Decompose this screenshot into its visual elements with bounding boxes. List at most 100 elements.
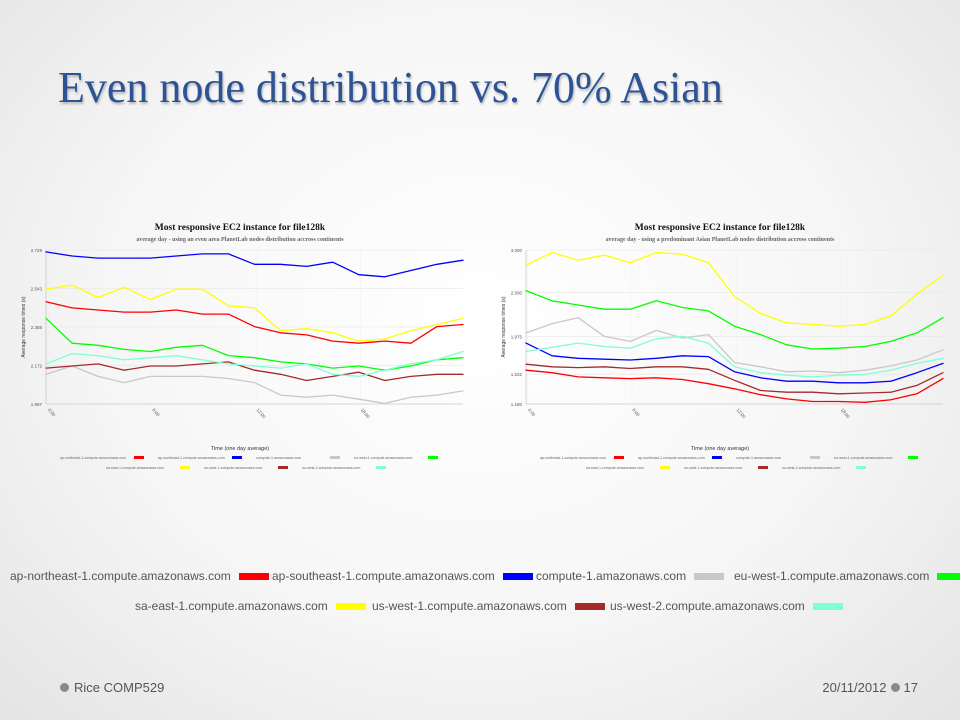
chart-even-distribution: Most responsive EC2 instance for file128…	[16, 218, 464, 478]
legend-label: ap-northeast-1.compute.amazonaws.com	[10, 569, 231, 583]
small-legend-swatch	[376, 466, 386, 469]
small-legend-label: compute-1.amazonaws.com	[256, 456, 301, 460]
footer-course: Rice COMP529	[74, 680, 165, 695]
series-line-3	[45, 317, 464, 371]
y-tick-label: 2.500	[511, 290, 523, 295]
small-legend-label: us-west-2.compute.amazonaws.com	[302, 466, 360, 470]
y-tick-label: 1.180	[511, 402, 523, 407]
small-legend-label: compute-1.amazonaws.com	[736, 456, 781, 460]
series-line-3	[525, 289, 944, 350]
chart-subtitle: average day - using an even area PlanetL…	[136, 237, 344, 243]
small-legend-swatch	[180, 466, 190, 469]
small-legend-swatch	[614, 456, 624, 459]
legend-item-ap-southeast-1: ap-southeast-1.compute.amazonaws.com	[272, 569, 533, 583]
small-legend-swatch	[810, 456, 820, 459]
footer-left: Rice COMP529	[60, 680, 164, 695]
y-tick-label: 2.543	[31, 287, 43, 292]
x-tick-label: 18:00	[840, 407, 851, 419]
series-line-4	[525, 251, 944, 327]
small-legend-swatch	[428, 456, 438, 459]
legend-swatch	[812, 602, 843, 610]
footer-bullet-icon	[890, 683, 900, 692]
y-tick-label: 2.172	[31, 364, 43, 369]
series-line-2	[45, 365, 464, 405]
x-axis-label: Time (one day average)	[211, 446, 269, 452]
footer-right: 20/11/2012 17	[822, 680, 918, 695]
legend-label: sa-east-1.compute.amazonaws.com	[135, 599, 328, 613]
small-legend-label: eu-west-1.compute.amazonaws.com	[834, 456, 893, 460]
legend-swatch	[502, 572, 533, 580]
x-axis-label: Time (one day average)	[691, 446, 749, 452]
chart-asian-svg: Most responsive EC2 instance for file128…	[501, 223, 944, 470]
small-legend-label: ap-northeast-1.compute.amazonaws.com	[60, 456, 126, 460]
x-tick-label: 0:00	[527, 407, 537, 417]
x-tick-label: 12:00	[255, 407, 266, 419]
chart-title: Most responsive EC2 instance for file128…	[155, 223, 326, 233]
small-legend-label: eu-west-1.compute.amazonaws.com	[354, 456, 413, 460]
legend-item-us-west-2: us-west-2.compute.amazonaws.com	[610, 599, 843, 613]
y-tick-label: 2.358	[31, 325, 43, 330]
small-legend-label: us-west-1.compute.amazonaws.com	[204, 466, 262, 470]
x-tick-label: 18:00	[360, 407, 371, 419]
small-legend-swatch	[856, 466, 866, 469]
small-legend-label: sa-east-1.compute.amazonaws.com	[586, 466, 644, 470]
series-line-0	[525, 369, 944, 403]
footer-date: 20/11/2012	[822, 680, 887, 695]
series-line-1	[525, 342, 944, 384]
y-axis-label: Average response times (s)	[21, 296, 27, 357]
legend-item-us-west-1: us-west-1.compute.amazonaws.com	[372, 599, 605, 613]
legend-item-sa-east-1: sa-east-1.compute.amazonaws.com	[135, 599, 366, 613]
chart-asian-distribution: Most responsive EC2 instance for file128…	[496, 218, 944, 478]
y-axis-label: Average response times (s)	[501, 296, 507, 357]
y-tick-label: 2.729	[31, 248, 43, 253]
small-legend-label: ap-northeast-1.compute.amazonaws.com	[540, 456, 606, 460]
small-legend-swatch	[660, 466, 670, 469]
small-legend-label: ap-southeast-1.compute.amazonaws.com	[638, 456, 705, 460]
series-line-6	[45, 350, 464, 378]
small-legend-swatch	[908, 456, 918, 459]
small-legend-swatch	[232, 456, 242, 459]
x-tick-label: 0:00	[47, 407, 57, 417]
y-tick-label: 3.000	[511, 248, 523, 253]
x-tick-label: 12:00	[735, 407, 746, 419]
legend-swatch	[574, 602, 605, 610]
legend-label: eu-west-1.compute.amazonaws.com	[734, 569, 930, 583]
small-legend-swatch	[134, 456, 144, 459]
series-line-5	[525, 363, 944, 395]
series-line-2	[525, 317, 944, 374]
small-legend-label: ap-southeast-1.compute.amazonaws.com	[158, 456, 225, 460]
series-line-0	[45, 301, 464, 344]
small-legend-swatch	[712, 456, 722, 459]
small-legend-swatch	[758, 466, 768, 469]
small-legend-swatch	[330, 456, 340, 459]
legend-label: us-west-1.compute.amazonaws.com	[372, 599, 567, 613]
y-tick-label: 1.532	[511, 372, 523, 377]
chart-even-svg: Most responsive EC2 instance for file128…	[21, 223, 464, 470]
legend-item-compute-1: compute-1.amazonaws.com	[536, 569, 725, 583]
small-legend-swatch	[278, 466, 288, 469]
x-tick-label: 6:00	[151, 407, 161, 417]
legend-label: compute-1.amazonaws.com	[536, 569, 687, 583]
series-line-4	[45, 284, 464, 342]
legend-swatch	[694, 572, 725, 580]
chart-subtitle: average day - using a predominant Asian …	[606, 237, 835, 243]
x-tick-label: 6:00	[631, 407, 641, 417]
series-line-5	[45, 361, 464, 382]
page-number: 17	[903, 680, 918, 695]
chart-title: Most responsive EC2 instance for file128…	[635, 223, 806, 233]
y-tick-label: 1.987	[31, 402, 43, 407]
small-legend-label: us-west-2.compute.amazonaws.com	[782, 466, 840, 470]
series-line-1	[45, 251, 464, 278]
legend-label: ap-southeast-1.compute.amazonaws.com	[272, 569, 495, 583]
legend-swatch	[238, 572, 269, 580]
legend-label: us-west-2.compute.amazonaws.com	[610, 599, 805, 613]
small-legend-label: sa-east-1.compute.amazonaws.com	[106, 466, 164, 470]
y-tick-label: 1.975	[511, 335, 523, 340]
legend-swatch	[937, 572, 960, 580]
legend-item-ap-northeast-1: ap-northeast-1.compute.amazonaws.com	[10, 569, 269, 583]
footer-bullet-icon	[60, 683, 69, 692]
small-legend-label: us-west-1.compute.amazonaws.com	[684, 466, 742, 470]
legend-item-eu-west-1: eu-west-1.compute.amazonaws.com	[734, 569, 960, 583]
series-line-6	[525, 335, 944, 378]
slide-title: Even node distribution vs. 70% Asian	[58, 63, 723, 112]
